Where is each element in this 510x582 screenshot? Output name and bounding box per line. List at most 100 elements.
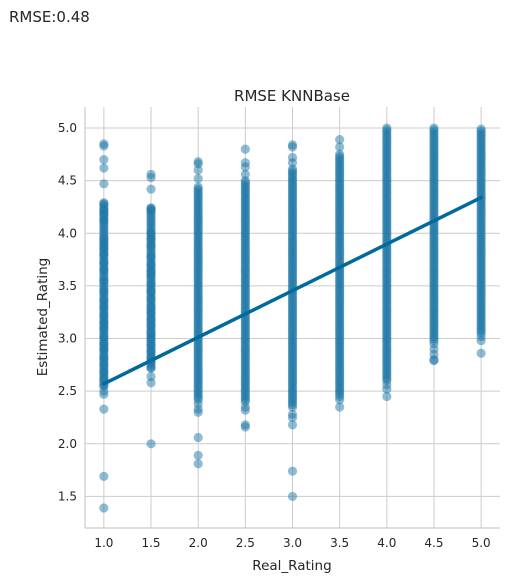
- y-tick-label: 5.0: [58, 121, 77, 135]
- y-tick-label: 4.0: [58, 226, 77, 240]
- data-point: [99, 179, 109, 189]
- regression-line: [102, 195, 483, 386]
- data-point: [99, 404, 109, 414]
- rmse-label: RMSE:0.48: [9, 8, 90, 26]
- data-point: [99, 286, 109, 296]
- y-tick-label: 4.5: [58, 174, 77, 188]
- data-point: [99, 249, 109, 259]
- data-point: [146, 346, 156, 356]
- data-point: [146, 251, 156, 262]
- data-point: [99, 389, 109, 399]
- data-point: [287, 491, 298, 502]
- y-tick-label: 2.0: [58, 437, 77, 451]
- x-tick-label: 1.5: [141, 536, 160, 550]
- data-point: [146, 270, 156, 280]
- data-point: [146, 302, 156, 312]
- data-point: [146, 172, 156, 183]
- data-point: [146, 363, 156, 373]
- data-point: [382, 384, 392, 394]
- data-point: [99, 141, 109, 151]
- x-tick-label: 3.5: [330, 536, 349, 550]
- data-point: [146, 279, 156, 289]
- data-point: [240, 169, 250, 179]
- data-point: [146, 241, 156, 251]
- data-point: [146, 184, 156, 194]
- data-point: [99, 323, 109, 333]
- x-tick-label: 4.5: [424, 536, 443, 550]
- x-tick-label: 2.5: [236, 536, 255, 550]
- data-point: [240, 144, 250, 154]
- data-point: [99, 276, 109, 286]
- data-point: [193, 459, 203, 469]
- data-point: [146, 205, 156, 215]
- data-point: [476, 124, 486, 134]
- data-point: [476, 348, 486, 358]
- tick-labels: 1.0 1.5 2.0 2.5 3.0 3.5 4.0 4.5 5.0 1.5 2.0 2.5 3.0 3…: [58, 121, 491, 550]
- data-point: [382, 391, 392, 402]
- chart-title: RMSE KNNBase: [234, 87, 350, 105]
- data-point: [146, 321, 156, 331]
- data-point: [99, 360, 109, 370]
- regression-line-group: [102, 195, 483, 386]
- y-tick-label: 3.5: [58, 279, 77, 293]
- data-point: [99, 344, 109, 354]
- x-tick-label: 1.0: [94, 536, 113, 550]
- data-point: [99, 243, 109, 253]
- data-point: [99, 503, 109, 513]
- data-point: [146, 333, 156, 344]
- data-point: [146, 308, 156, 318]
- data-point: [240, 176, 250, 186]
- data-point: [287, 158, 298, 168]
- data-point: [99, 367, 109, 377]
- x-tick-label: 4.0: [377, 536, 396, 550]
- data-point: [99, 209, 109, 219]
- data-point: [146, 315, 156, 325]
- data-point: [287, 142, 298, 152]
- data-point: [99, 331, 109, 342]
- data-point: [99, 471, 109, 482]
- data-point: [240, 405, 250, 415]
- data-point: [382, 125, 392, 135]
- data-point: [146, 293, 156, 304]
- data-point: [99, 302, 109, 312]
- y-axis-label: Estimated_Rating: [35, 258, 51, 376]
- data-point: [146, 371, 156, 382]
- data-point: [335, 394, 345, 405]
- data-point: [193, 182, 203, 192]
- data-point: [99, 258, 109, 268]
- x-tick-label: 5.0: [472, 536, 491, 550]
- data-point: [99, 296, 109, 306]
- data-point: [99, 199, 109, 209]
- data-point: [193, 173, 203, 184]
- data-points: [99, 123, 486, 513]
- data-point: [335, 142, 345, 152]
- data-point: [99, 265, 109, 275]
- data-point: [99, 310, 109, 320]
- data-point: [193, 165, 203, 175]
- x-tick-label: 2.0: [189, 536, 208, 550]
- x-axis-label: Real_Rating: [252, 558, 331, 574]
- data-point: [99, 216, 109, 226]
- data-point: [240, 162, 250, 172]
- y-tick-label: 3.0: [58, 332, 77, 346]
- data-point: [193, 159, 203, 169]
- data-point: [99, 163, 109, 173]
- data-point: [193, 407, 203, 417]
- data-point: [240, 422, 250, 432]
- y-tick-label: 2.5: [58, 384, 77, 398]
- data-point: [335, 402, 345, 412]
- data-point: [287, 466, 298, 476]
- y-tick-label: 1.5: [58, 489, 77, 503]
- data-point: [146, 378, 156, 388]
- data-point: [146, 260, 156, 270]
- data-point: [146, 439, 156, 449]
- x-tick-label: 3.0: [283, 536, 302, 550]
- data-point: [146, 286, 156, 296]
- data-point: [476, 336, 486, 346]
- data-point: [99, 155, 109, 165]
- data-point: [193, 450, 203, 460]
- data-point: [146, 340, 156, 350]
- data-point: [287, 420, 298, 430]
- data-point: [193, 432, 203, 443]
